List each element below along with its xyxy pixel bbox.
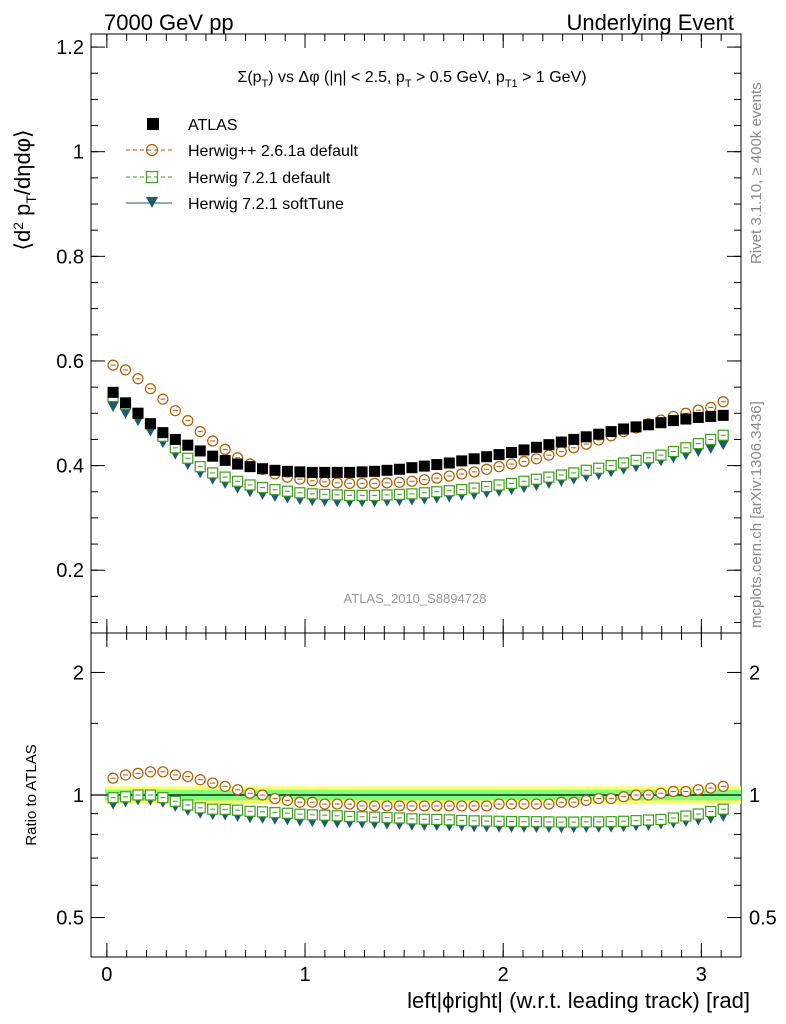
legend-label-herwigpp: Herwig++ 2.6.1a default xyxy=(188,143,358,160)
x-axis-label: left|ϕright| (w.r.t. leading track) [rad… xyxy=(407,988,750,1013)
main-panel-series xyxy=(107,359,729,508)
legend-marker-herwig7-default xyxy=(145,170,159,184)
main-atlas-point xyxy=(468,453,480,465)
legend-entry-herwig7-softtune: Herwig 7.2.1 softTune xyxy=(126,196,344,213)
ratio-y-tick-label-left: 0.5 xyxy=(56,908,84,930)
main-y-axis-label: ⟨d2 pT/dηdφ⟩ xyxy=(10,129,39,250)
main-atlas-point xyxy=(630,421,642,433)
main-atlas-point xyxy=(667,415,679,427)
main-atlas-point xyxy=(655,417,667,429)
main-atlas-point xyxy=(107,386,119,398)
main-atlas-point xyxy=(344,466,356,478)
legend-entry-herwigpp: Herwig++ 2.6.1a default xyxy=(126,143,358,160)
legend-entry-atlas: ATLAS xyxy=(147,117,238,134)
legend-label-herwig7-default: Herwig 7.2.1 default xyxy=(188,170,331,187)
header-left: 7000 GeV pp xyxy=(104,10,234,35)
main-atlas-point xyxy=(144,418,156,430)
main-atlas-point xyxy=(182,439,194,451)
main-herwig-7-2-1-softtune-point xyxy=(692,446,704,457)
main-atlas-point xyxy=(431,459,443,471)
main-atlas-point xyxy=(717,409,729,421)
legend: ATLAS Herwig++ 2.6.1a default Herwig 7.2… xyxy=(126,117,358,213)
main-atlas-point xyxy=(157,427,169,439)
main-atlas-point xyxy=(705,410,717,422)
main-atlas-point xyxy=(642,419,654,431)
main-atlas-point xyxy=(568,433,580,445)
x-tick-label: 0 xyxy=(101,964,112,986)
main-atlas-point xyxy=(456,455,468,467)
ratio-y-tick-label-right: 1 xyxy=(749,785,760,807)
main-atlas-point xyxy=(692,411,704,423)
x-tick-label: 3 xyxy=(696,964,707,986)
main-atlas-point xyxy=(219,454,231,466)
legend-marker-herwigpp xyxy=(145,143,159,157)
main-atlas-point xyxy=(294,466,306,478)
main-atlas-point xyxy=(493,449,505,461)
main-atlas-point xyxy=(207,450,219,462)
ratio-y-tick-label-left: 2 xyxy=(73,662,84,684)
main-atlas-point xyxy=(605,426,617,438)
main-y-tick-label: 1.2 xyxy=(56,37,84,59)
main-atlas-point xyxy=(406,462,418,474)
main-atlas-point xyxy=(306,466,318,478)
ratio-panel-series xyxy=(107,766,729,834)
main-atlas-point xyxy=(593,428,605,440)
main-atlas-point xyxy=(120,397,132,409)
ratio-y-tick-label-right: 2 xyxy=(749,662,760,684)
main-atlas-point xyxy=(331,466,343,478)
main-y-tick-label: 0.4 xyxy=(56,456,84,478)
ratio-y-axis-label: Ratio to ATLAS xyxy=(23,744,40,845)
legend-marker-atlas xyxy=(147,118,159,130)
main-atlas-point xyxy=(443,457,455,469)
main-atlas-point xyxy=(393,463,405,475)
legend-label-atlas: ATLAS xyxy=(188,117,238,134)
x-tick-label: 2 xyxy=(498,964,509,986)
main-atlas-point xyxy=(680,413,692,425)
main-herwig-7-2-1-softtune-point xyxy=(705,443,717,454)
main-atlas-point xyxy=(555,436,567,448)
main-atlas-point xyxy=(281,465,293,477)
main-atlas-point xyxy=(169,433,181,445)
analysis-label: ATLAS_2010_S8894728 xyxy=(344,591,487,606)
plot-title: Σ(pT) vs Δφ (|η| < 2.5, pT > 0.5 GeV, pT… xyxy=(237,69,586,90)
main-atlas-point xyxy=(269,464,281,476)
main-atlas-point xyxy=(506,447,518,459)
main-atlas-point xyxy=(580,431,592,443)
main-atlas-point xyxy=(418,460,430,472)
main-atlas-point xyxy=(530,441,542,453)
mcplots-reference-text: mcplots.cern.ch [arXiv:1306.3436] xyxy=(748,401,765,628)
main-herwig-7-2-1-softtune-point xyxy=(717,440,729,451)
legend-label-herwig7-softtune: Herwig 7.2.1 softTune xyxy=(188,196,344,213)
main-atlas-point xyxy=(194,445,206,457)
main-atlas-point xyxy=(356,466,368,478)
main-y-tick-label: 0.8 xyxy=(56,246,84,268)
main-atlas-point xyxy=(232,458,244,470)
main-y-tick-label: 1 xyxy=(73,142,84,164)
header-right: Underlying Event xyxy=(566,10,734,35)
ratio-y-tick-label-left: 1 xyxy=(73,785,84,807)
main-atlas-point xyxy=(381,464,393,476)
main-herwig-7-2-1-softtune-point xyxy=(107,401,119,412)
main-atlas-point xyxy=(132,407,144,419)
legend-entry-herwig7-default: Herwig 7.2.1 default xyxy=(126,170,331,187)
main-atlas-point xyxy=(481,451,493,463)
main-y-tick-label: 0.2 xyxy=(56,560,84,582)
main-atlas-point xyxy=(256,463,268,475)
main-atlas-point xyxy=(244,461,256,473)
legend-marker-herwig7-softtune xyxy=(146,197,158,208)
main-atlas-point xyxy=(369,465,381,477)
main-y-tick-label: 0.6 xyxy=(56,351,84,373)
main-atlas-point xyxy=(618,423,630,435)
main-atlas-point xyxy=(319,466,331,478)
x-tick-label: 1 xyxy=(299,964,310,986)
axis-ticks: 0.2 0.4 0.6 0.8 1 1.2 0 1 2 3 0.5 0.5 1 1 2 2 xyxy=(56,34,777,986)
ratio-y-tick-label-right: 0.5 xyxy=(749,908,777,930)
main-herwig-7-2-1-softtune-point xyxy=(120,408,132,419)
rivet-version-text: Rivet 3.1.10, ≥ 400k events xyxy=(748,82,765,264)
main-atlas-point xyxy=(543,439,555,451)
main-atlas-point xyxy=(518,444,530,456)
